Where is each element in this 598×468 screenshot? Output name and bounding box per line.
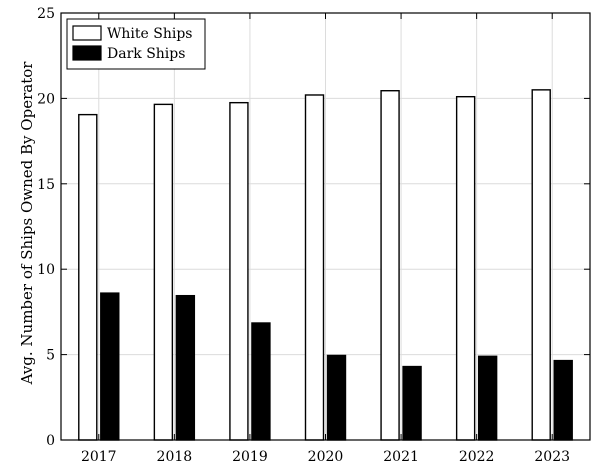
y-tick-label: 15 — [37, 177, 55, 193]
dark-ships-bar — [402, 365, 422, 441]
x-tick-label: 2022 — [459, 449, 495, 465]
legend: White Ships Dark Ships — [66, 18, 206, 70]
white-ships-legend-label: White Ships — [107, 26, 192, 42]
x-tick-label: 2020 — [308, 449, 344, 465]
dark-ships-bar — [326, 354, 347, 441]
axis-ticks: 0 5 10 15 20 25 2017 2018 2019 2020 2021 2022 2023 — [37, 6, 590, 465]
x-tick-label: 2018 — [157, 449, 193, 465]
dark-ships-bar — [100, 292, 120, 441]
dark-ships-bar — [553, 359, 573, 441]
white-ships-bar — [78, 113, 98, 441]
dark-ships-bar — [251, 322, 271, 441]
x-tick-label: 2021 — [383, 449, 419, 465]
dark-ships-bar — [175, 294, 196, 441]
y-tick-label: 5 — [46, 348, 55, 364]
y-tick-label: 10 — [37, 262, 55, 278]
y-axis-label: Avg. Number of Ships Owned By Operator — [18, 61, 36, 386]
y-tick-label: 25 — [37, 6, 55, 22]
white-ships-bar — [380, 90, 400, 441]
white-ships-bar — [229, 101, 249, 441]
dark-ships-legend-swatch — [72, 45, 102, 61]
x-tick-label: 2023 — [534, 449, 570, 465]
y-tick-label: 0 — [46, 433, 55, 449]
y-tick-label: 20 — [37, 91, 55, 107]
white-ships-bar — [153, 103, 174, 441]
x-tick-label: 2017 — [81, 449, 117, 465]
white-ships-bar — [531, 89, 551, 441]
x-tick-label: 2019 — [232, 449, 268, 465]
dark-ships-bar — [477, 355, 498, 441]
white-ships-legend-swatch — [72, 25, 102, 41]
grid-lines — [61, 12, 590, 441]
white-ships-bar — [304, 94, 325, 441]
dark-ships-legend-label: Dark Ships — [107, 46, 185, 62]
white-ships-bar — [455, 95, 476, 441]
bars — [78, 89, 573, 441]
